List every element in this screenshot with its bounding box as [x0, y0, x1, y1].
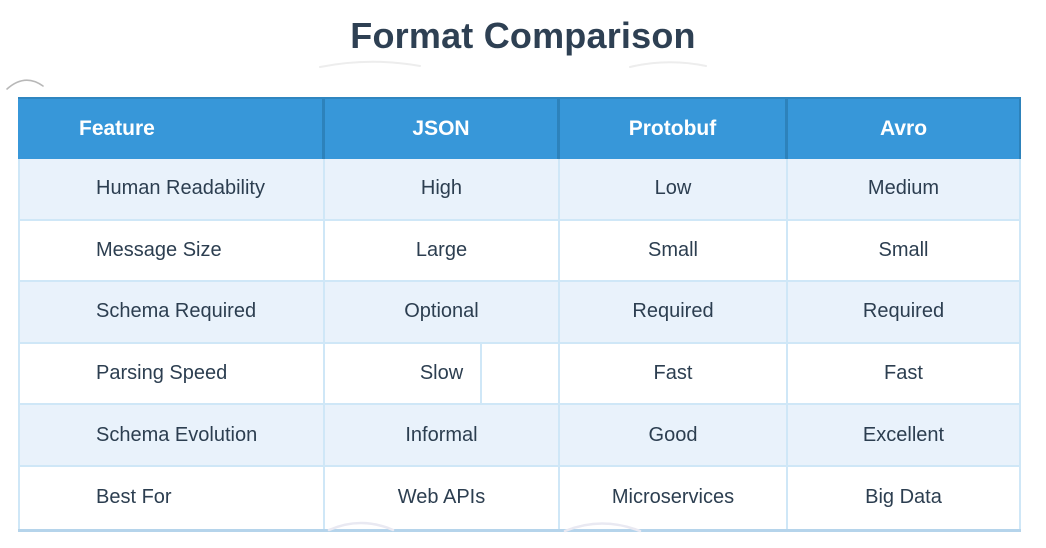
cell-feature: Schema Required	[20, 282, 325, 342]
page-title: Format Comparison	[350, 15, 696, 56]
header-cell-protobuf: Protobuf	[560, 99, 788, 159]
table-header-row: Feature JSON Protobuf Avro	[18, 97, 1021, 159]
cell-avro: Fast	[884, 362, 923, 385]
cell-json: Optional	[325, 282, 560, 342]
format-comparison-table: Feature JSON Protobuf Avro Human Readabi…	[18, 97, 1021, 532]
table-row-schema-required: Schema Required Optional Required Requir…	[18, 282, 1021, 344]
cell-protobuf: Good	[560, 405, 788, 465]
table-row-parsing-speed: Parsing Speed Slow Fast Fast	[18, 343, 1021, 406]
stray-cell-divider	[480, 343, 482, 404]
header-cell-json: JSON	[325, 99, 560, 159]
cell-avro: Small	[878, 238, 929, 261]
cell-feature: Schema Evolution	[20, 405, 325, 465]
cell-avro: Excellent	[862, 423, 945, 446]
header-cell-feature: Feature	[18, 99, 325, 159]
table-row-message-size: Message Size Large Small Small	[18, 220, 1021, 283]
cell-json: Informal	[325, 405, 560, 465]
cell-protobuf: Small	[560, 220, 788, 281]
sketch-arc-above-protobuf	[629, 61, 707, 68]
cell-feature: Human Readability	[20, 159, 325, 219]
cell-json: Large	[325, 220, 560, 281]
cell-protobuf: Fast	[560, 343, 788, 404]
sketch-arc-top-left	[6, 79, 44, 90]
cell-avro: Medium	[867, 177, 940, 200]
cell-feature: Message Size	[20, 220, 325, 281]
cell-feature: Parsing Speed	[20, 343, 325, 404]
table-row-schema-evolution: Schema Evolution Informal Good Excellent	[18, 405, 1021, 467]
cell-protobuf: Required	[560, 282, 788, 342]
cell-feature: Best For	[20, 466, 325, 529]
table-row-best-for: Best For Web APIs Microservices Big Data	[18, 466, 1021, 529]
cell-protobuf: Microservices	[560, 466, 788, 529]
header-cell-avro: Avro	[788, 99, 1021, 159]
cell-json: Slow	[325, 343, 560, 404]
cell-json: High	[325, 159, 560, 219]
sketch-arc-above-json	[319, 60, 421, 68]
cell-json: Web APIs	[325, 466, 560, 529]
table-row-human-readability: Human Readability High Low Medium	[18, 159, 1021, 221]
cell-protobuf: Low	[560, 159, 788, 219]
cell-avro: Required	[862, 300, 945, 323]
cell-avro: Big Data	[865, 486, 942, 509]
cell-json-value: Slow	[419, 362, 464, 385]
